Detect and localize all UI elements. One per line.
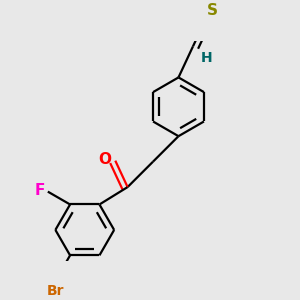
Text: Br: Br [47,284,64,298]
Text: S: S [206,2,218,17]
Text: F: F [35,183,45,198]
Text: O: O [98,152,111,167]
Text: H: H [201,51,212,65]
